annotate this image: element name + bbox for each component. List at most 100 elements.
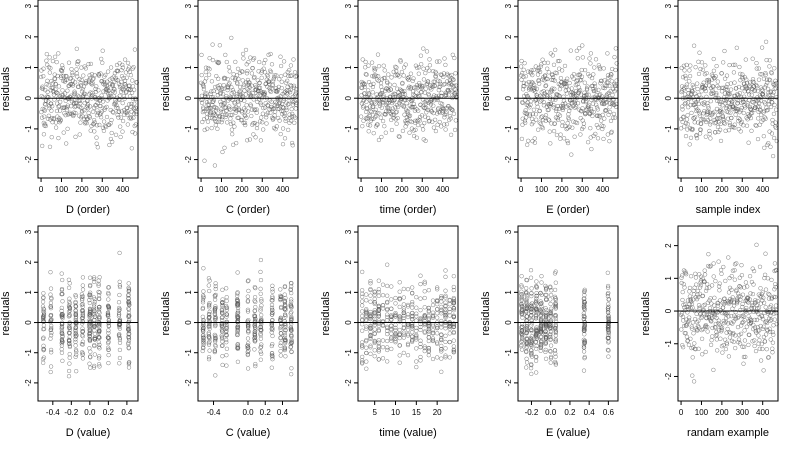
data-point (117, 250, 122, 256)
data-point (759, 341, 764, 347)
y-tick-label: -1 (184, 125, 193, 133)
data-point (580, 55, 585, 60)
data-point (740, 97, 746, 102)
data-point (590, 113, 595, 119)
data-point (413, 127, 418, 132)
data-point (44, 58, 49, 63)
data-point (252, 285, 257, 290)
data-point (44, 51, 49, 57)
data-point (451, 349, 456, 355)
data-point (589, 75, 595, 81)
data-point (414, 135, 419, 140)
data-point (265, 74, 271, 79)
data-point (289, 106, 294, 112)
data-point (694, 108, 699, 114)
data-point (688, 274, 694, 279)
data-point (519, 344, 524, 349)
data-point (696, 318, 701, 323)
data-point (519, 331, 524, 336)
data-point (405, 353, 411, 358)
data-point (747, 332, 752, 338)
data-point (758, 85, 764, 90)
data-point (223, 112, 228, 117)
data-point (585, 84, 590, 89)
data-point (91, 325, 97, 330)
x-axis-title: randam example (687, 427, 769, 439)
data-point (234, 140, 239, 146)
data-point (364, 309, 369, 315)
data-point (258, 291, 263, 296)
points-group (678, 242, 779, 384)
data-point (41, 312, 46, 318)
x-tick-label: 0.4 (584, 408, 596, 417)
data-point (601, 136, 606, 142)
data-point (554, 106, 559, 112)
data-point (572, 134, 577, 139)
x-tick-label: 100 (55, 185, 69, 194)
data-point (418, 324, 423, 330)
data-point (426, 317, 431, 322)
data-point (60, 65, 65, 71)
x-axis-title: E (order) (546, 204, 589, 216)
data-point (739, 323, 744, 328)
data-point (364, 326, 369, 331)
data-point (718, 101, 723, 107)
data-point (534, 101, 540, 106)
data-point (254, 125, 260, 131)
data-point (206, 357, 212, 362)
data-point (49, 295, 54, 300)
data-point (418, 341, 423, 346)
data-point (552, 121, 557, 126)
data-point (586, 106, 592, 112)
data-point (689, 88, 695, 94)
data-point (250, 90, 256, 96)
data-point (106, 347, 111, 353)
points-group (40, 250, 132, 379)
data-point (685, 122, 690, 127)
data-point (748, 115, 754, 121)
data-point (683, 133, 689, 139)
data-point (524, 356, 529, 361)
data-point (414, 325, 419, 331)
data-point (426, 331, 431, 337)
data-point (207, 309, 212, 315)
data-point (50, 85, 56, 90)
data-point (283, 328, 288, 333)
data-point (106, 360, 111, 366)
plot-frame (37, 0, 139, 179)
data-point (364, 337, 369, 343)
data-point (451, 284, 456, 290)
data-point (274, 101, 279, 106)
x-tick-label: 0 (519, 185, 524, 194)
data-point (219, 321, 225, 326)
data-point (287, 90, 293, 95)
data-point (67, 355, 72, 360)
data-point (693, 91, 698, 96)
x-axis-title: C (order) (226, 204, 270, 216)
data-point (201, 339, 206, 345)
data-point (73, 304, 78, 309)
data-point (710, 84, 715, 89)
data-point (117, 340, 123, 345)
data-point (126, 331, 131, 337)
data-point (687, 285, 693, 291)
x-tick-label: 100 (695, 408, 709, 417)
data-point (108, 136, 114, 142)
y-tick-label: -2 (184, 379, 193, 387)
data-point (64, 107, 69, 112)
data-point (216, 76, 221, 81)
data-point (73, 327, 78, 332)
data-point (435, 285, 440, 290)
x-tick-label: 0.2 (103, 408, 115, 417)
data-point (407, 113, 413, 118)
data-point (252, 339, 258, 344)
data-point (420, 123, 425, 128)
data-point (249, 107, 255, 112)
data-point (268, 110, 273, 115)
data-point (217, 43, 222, 48)
data-point (260, 111, 266, 116)
data-point (727, 120, 732, 126)
data-point (749, 110, 755, 116)
data-point (527, 112, 533, 117)
data-point (380, 87, 385, 93)
